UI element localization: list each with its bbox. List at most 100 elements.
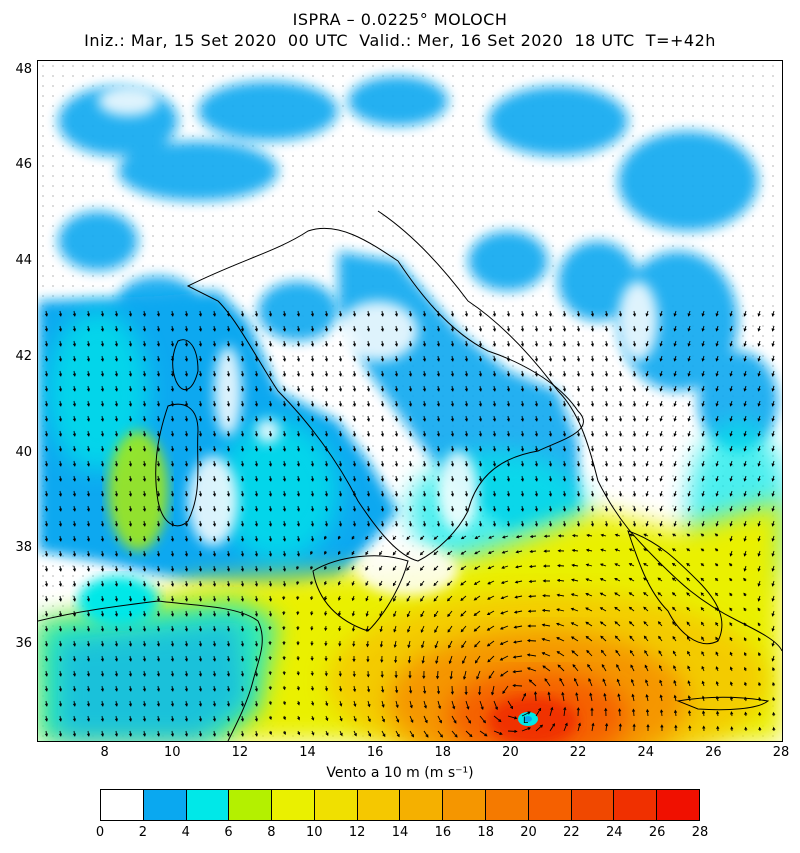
wind-arrow-head — [715, 607, 719, 611]
wind-arrow-head — [520, 448, 525, 452]
wind-arrow-head — [311, 717, 315, 721]
wind-arrow — [571, 608, 579, 612]
wind-arrow — [514, 610, 523, 613]
wind-arrow-head — [533, 691, 538, 695]
wind-arrow-head — [170, 418, 175, 422]
wind-arrow-head — [502, 535, 506, 539]
wind-arrow-head — [757, 538, 761, 542]
wind-arrow — [500, 655, 509, 661]
wind-arrow-head — [408, 343, 413, 347]
wind-arrow-head — [128, 418, 133, 422]
wind-arrow-head — [495, 706, 498, 711]
wind-arrow-head — [716, 725, 720, 730]
wind-arrow-head — [618, 433, 623, 437]
wind-arrow — [615, 635, 621, 642]
wind-arrow-head — [240, 628, 245, 632]
wind-arrow-head — [142, 388, 147, 392]
wind-arrow-head — [142, 673, 147, 677]
wind-arrow-head — [464, 358, 469, 362]
wind-arrow-head — [590, 343, 595, 347]
wind-arrow-head — [156, 343, 161, 347]
wind-arrow-head — [170, 523, 175, 527]
wind-arrow-head — [435, 660, 439, 665]
wind-arrow-head — [128, 643, 133, 647]
colorbar-tick-label: 18 — [477, 825, 494, 840]
wind-arrow — [461, 640, 467, 648]
wind-arrow — [556, 637, 565, 642]
wind-arrow-head — [212, 673, 217, 677]
wind-arrow-head — [282, 538, 287, 542]
wind-arrow — [529, 565, 537, 568]
wind-arrow-head — [463, 676, 467, 680]
wind-arrow-head — [170, 373, 175, 377]
wind-arrow — [433, 580, 439, 586]
wind-arrow-head — [351, 628, 356, 632]
wind-arrow-head — [170, 463, 175, 467]
wind-arrow — [591, 723, 594, 732]
wind-arrow-head — [282, 716, 286, 721]
wind-arrow-head — [576, 313, 581, 317]
wind-arrow-head — [659, 709, 664, 713]
wind-arrow-head — [394, 508, 399, 512]
wind-arrow-head — [576, 328, 581, 332]
wind-arrow-head — [701, 418, 705, 422]
wind-arrow-head — [687, 433, 691, 437]
wind-arrow-head — [433, 567, 437, 571]
colorbar-cell — [314, 790, 358, 820]
wind-arrow-head — [492, 403, 497, 407]
wind-arrow-head — [659, 493, 663, 497]
wind-arrow-head — [460, 582, 464, 586]
wind-arrow-head — [419, 536, 424, 540]
wind-arrow-head — [729, 651, 733, 656]
wind-arrow-head — [44, 313, 49, 317]
wind-arrow-head — [86, 688, 91, 692]
wind-arrow-head — [212, 343, 217, 347]
wind-arrow-head — [282, 671, 286, 676]
wind-arrow-head — [422, 313, 427, 317]
wind-arrow-head — [687, 710, 692, 714]
wind-arrow-head — [659, 388, 663, 392]
wind-arrow-head — [394, 343, 399, 347]
wind-arrow-head — [114, 328, 119, 332]
wind-arrow-head — [352, 508, 357, 512]
wind-arrow-head — [198, 403, 203, 407]
wind-arrow-head — [422, 448, 427, 452]
wind-arrow-head — [687, 680, 691, 684]
wind-arrow-head — [254, 643, 259, 647]
wind-arrow-head — [254, 733, 259, 737]
wind-map: L — [37, 60, 783, 742]
wind-arrow — [571, 650, 579, 657]
wind-arrow-head — [339, 732, 343, 737]
wind-arrow-head — [436, 328, 441, 332]
wind-arrow-head — [632, 523, 637, 527]
wind-arrow-head — [198, 313, 203, 317]
wind-arrow-head — [657, 577, 661, 581]
wind-arrow-head — [380, 433, 385, 437]
wind-arrow-head — [352, 673, 356, 678]
wind-arrow-head — [128, 628, 133, 632]
wind-arrow-head — [380, 463, 385, 467]
wind-arrow-head — [450, 313, 455, 317]
wind-arrow-head — [156, 733, 161, 737]
wind-arrow-head — [757, 328, 761, 332]
wind-arrow-head — [268, 433, 273, 437]
wind-arrow-head — [477, 692, 482, 696]
wind-arrow-head — [142, 508, 147, 512]
wind-arrow — [589, 693, 593, 702]
wind-arrow-head — [450, 343, 455, 347]
wind-arrow-head — [240, 658, 245, 662]
wind-arrow-head — [600, 533, 604, 537]
wind-arrow-head — [268, 641, 272, 646]
wind-arrow-head — [433, 613, 437, 618]
wind-arrow-head — [645, 478, 649, 482]
wind-arrow-head — [365, 643, 370, 648]
wind-arrow-head — [729, 403, 733, 407]
wind-arrow-head — [576, 388, 581, 392]
wind-arrow-head — [686, 621, 690, 625]
wind-arrow-head — [323, 566, 327, 571]
wind-arrow-head — [58, 598, 63, 602]
wind-arrow-head — [352, 343, 357, 347]
wind-arrow-head — [657, 548, 661, 552]
wind-arrow-head — [478, 433, 483, 437]
wind-arrow-head — [645, 448, 649, 452]
